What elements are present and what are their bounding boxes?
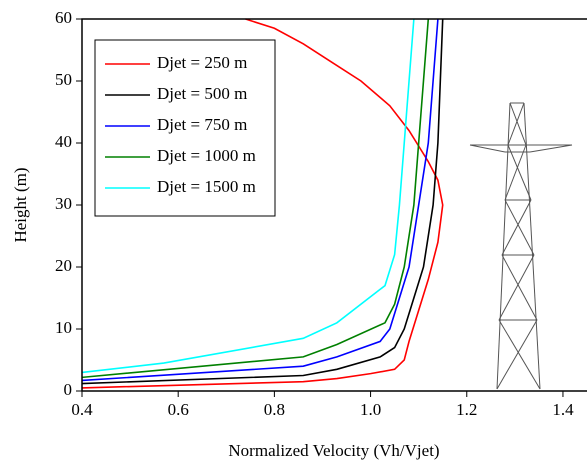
- y-tick-label: 0: [64, 380, 73, 399]
- data-line: [81, 18, 415, 374]
- x-tick-label: 1.2: [456, 400, 477, 419]
- y-tick-label: 40: [55, 132, 72, 151]
- y-axis-title: Height (m): [11, 167, 30, 242]
- x-tick-label: 0.6: [168, 400, 189, 419]
- x-tick-label: 1.4: [552, 400, 574, 419]
- y-tick-label: 60: [55, 8, 72, 27]
- data-line: [81, 18, 444, 385]
- legend-label: Djet = 1000 m: [157, 146, 256, 165]
- data-line: [81, 18, 439, 382]
- legend-label: Djet = 1500 m: [157, 177, 256, 196]
- y-tick-label: 10: [55, 318, 72, 337]
- y-tick-label: 20: [55, 256, 72, 275]
- legend-label: Djet = 500 m: [157, 84, 247, 103]
- y-tick-label: 30: [55, 194, 72, 213]
- tower-icon: [469, 102, 573, 390]
- legend-label: Djet = 750 m: [157, 115, 247, 134]
- x-tick-label: 0.8: [264, 400, 285, 419]
- x-tick-label: 0.4: [71, 400, 93, 419]
- data-line: [81, 18, 444, 389]
- legend-label: Djet = 250 m: [157, 53, 247, 72]
- plot-frame: [81, 18, 587, 392]
- data-line: [81, 18, 430, 379]
- x-tick-label: 1.0: [360, 400, 381, 419]
- y-tick-label: 50: [55, 70, 72, 89]
- x-axis-title: Normalized Velocity (Vh/Vjet): [228, 441, 439, 460]
- legend-box: [94, 39, 276, 217]
